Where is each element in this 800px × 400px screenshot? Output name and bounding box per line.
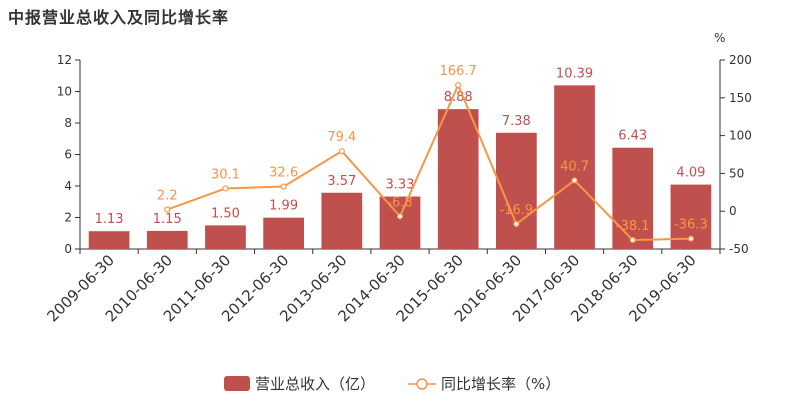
y-left-tick-label: 2: [64, 211, 72, 225]
line-point: [629, 236, 636, 244]
chart-title: 中报营业总收入及同比增长率: [8, 8, 230, 27]
bar: [263, 217, 304, 249]
line-value-label: 2.2: [157, 189, 178, 204]
bar-value-label: 4.09: [676, 166, 705, 181]
line-point: [571, 177, 578, 184]
line-point: [455, 82, 462, 89]
bar: [88, 231, 130, 249]
line-point: [222, 185, 229, 192]
legend-line-marker: [416, 378, 428, 390]
line-value-label: -36.3: [674, 218, 708, 233]
line-point: [164, 206, 171, 213]
y-left-tick-label: 10: [57, 85, 72, 99]
y-right-tick-label: 200: [729, 53, 752, 67]
bar: [554, 85, 595, 249]
bar: [379, 196, 421, 249]
line-value-label: 40.7: [560, 159, 589, 174]
bar-value-label: 1.13: [95, 212, 124, 227]
bar: [437, 109, 479, 249]
line-value-label: 32.6: [269, 166, 298, 181]
bar-value-label: 1.99: [269, 199, 298, 214]
line-point: [396, 213, 404, 220]
y-left-tick-label: 6: [64, 148, 72, 162]
line-value-label: 30.1: [211, 167, 240, 182]
bar-value-label: 3.57: [327, 174, 356, 189]
line-value-label: 79.4: [327, 130, 356, 145]
y-right-tick-label: 150: [729, 91, 752, 105]
line-value-label: 166.7: [440, 64, 477, 79]
bar: [612, 147, 654, 249]
bar: [205, 225, 246, 249]
line-value-label: -16.9: [500, 203, 534, 218]
bar-value-label: 1.15: [153, 212, 182, 227]
legend-bar-label: 营业总收入（亿）: [255, 375, 375, 393]
growth-rate-line: [166, 82, 691, 242]
bar: [146, 230, 188, 249]
bar: [321, 192, 363, 249]
y-right-tick-label: 100: [729, 129, 752, 143]
y-left-tick-label: 4: [64, 179, 72, 193]
y-left-tick-label: 8: [64, 116, 72, 130]
y-left-tick-label: 12: [57, 53, 72, 67]
bar-value-label: 8.88: [444, 90, 473, 105]
line-value-label: -6.8: [387, 195, 412, 210]
y-right-tick-label: 0: [729, 204, 737, 218]
bar-value-label: 6.43: [618, 129, 647, 144]
y-left-tick-label: 0: [64, 242, 72, 256]
legend-bar-swatch: [224, 376, 250, 391]
y-right-tick-label: -50: [729, 242, 749, 256]
line-point: [513, 220, 520, 228]
line-point: [687, 235, 695, 242]
bar-value-label: 10.39: [556, 66, 593, 81]
line-point: [338, 148, 345, 155]
bar-value-label: 7.38: [502, 114, 531, 129]
line-point: [280, 183, 287, 190]
line-value-label: -38.1: [616, 219, 650, 234]
bar-value-label: 1.50: [211, 206, 240, 221]
bar-value-label: 3.33: [386, 178, 415, 193]
y-right-unit: %: [714, 31, 725, 45]
legend-line-label: 同比增长率（%）: [441, 375, 560, 393]
y-right-tick-label: 50: [729, 166, 744, 180]
